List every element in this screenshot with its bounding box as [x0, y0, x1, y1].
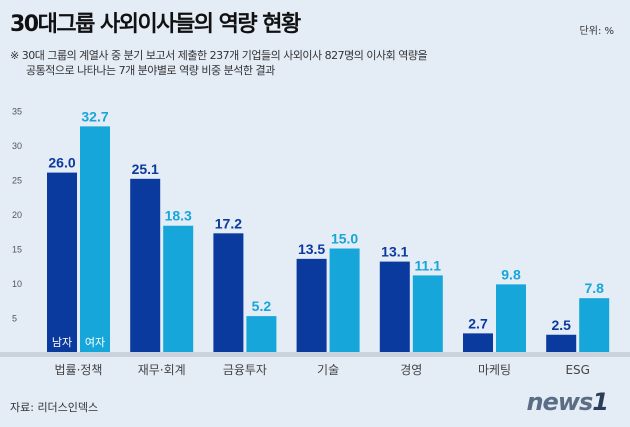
x-tick-label: 재무·회계: [138, 363, 186, 377]
note-line-1: ※ 30대 그룹의 계열사 중 분기 보고서 제출한 237개 기업들의 사외이…: [10, 49, 428, 62]
bar-female: [412, 275, 443, 352]
data-label: 18.3: [165, 208, 192, 224]
x-tick-label: 기술: [317, 363, 339, 377]
legend-female: 여자: [85, 336, 105, 349]
data-label: 2.7: [468, 315, 488, 331]
data-label: 13.5: [298, 241, 325, 257]
bar-male: [296, 258, 327, 352]
legend-male: 남자: [52, 336, 72, 349]
bar-male: [130, 178, 161, 352]
unit-label: 단위: %: [579, 26, 614, 37]
data-label: 11.1: [415, 257, 442, 273]
data-label: 26.0: [48, 155, 75, 171]
bar-male: [546, 334, 577, 352]
data-label: 15.0: [331, 231, 358, 247]
x-tick-label: 마케팅: [478, 363, 511, 377]
y-tick-label: 10: [12, 279, 22, 289]
data-label: 25.1: [132, 161, 159, 177]
bar-female: [163, 225, 194, 352]
source-label: 자료: 리더스인덱스: [10, 401, 99, 414]
y-tick-label: 15: [12, 245, 22, 255]
y-tick-label: 20: [12, 210, 22, 220]
bar-female: [246, 316, 277, 352]
data-label: 5.2: [252, 298, 272, 314]
y-tick-label: 30: [12, 141, 22, 151]
data-label: 17.2: [215, 215, 242, 231]
data-label: 13.1: [381, 244, 408, 260]
x-tick-label: 법률·정책: [55, 362, 103, 377]
data-label: 32.7: [81, 108, 108, 124]
data-label: 9.8: [501, 266, 521, 282]
bar-female: [329, 248, 360, 352]
data-label: 7.8: [584, 280, 604, 296]
bar-male: [47, 172, 77, 352]
bar-female: [496, 284, 526, 352]
y-tick-label: 5: [12, 314, 17, 324]
data-label: 2.5: [551, 317, 571, 333]
chart-note: ※ 30대 그룹의 계열사 중 분기 보고서 제출한 237개 기업들의 사외이…: [10, 48, 428, 78]
x-tick-label: ESG: [565, 363, 590, 377]
chart-title: 30대그룹 사외이사들의 역량 현황: [10, 12, 301, 37]
note-line-2: 공통적으로 나타나는 7개 분야별로 역량 비중 분석한 결과: [26, 64, 275, 77]
bar-female: [80, 126, 110, 353]
bar-male: [463, 333, 493, 352]
y-tick-label: 35: [12, 107, 22, 117]
x-tick-label: 경영: [400, 363, 422, 377]
bar-female: [579, 298, 610, 352]
news1-logo: news1: [526, 388, 609, 416]
x-tick-label: 금융투자: [223, 363, 267, 377]
bar-male: [213, 233, 244, 352]
y-tick-label: 25: [12, 176, 22, 186]
bar-male: [379, 261, 410, 352]
baseline: [0, 352, 630, 357]
